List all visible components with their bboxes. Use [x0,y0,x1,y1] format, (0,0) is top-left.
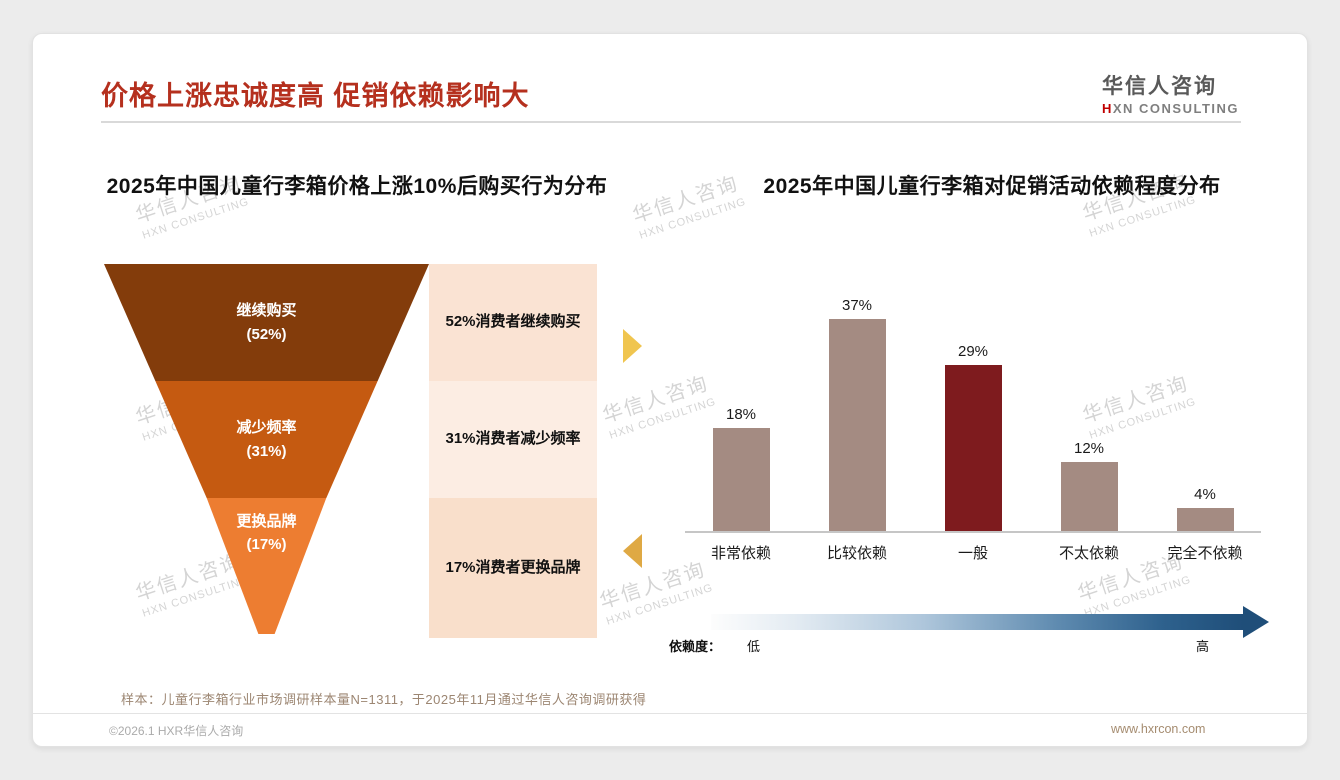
x-axis-label: 比较依赖 [826,545,887,562]
bar-value-label: 4% [1194,486,1216,503]
sample-note: 样本：儿童行李箱行业市场调研样本量N=1311，于2025年11月通过华信人咨询… [121,692,647,707]
slide-card: 华信人咨询 HXN CONSULTING 华信人咨询 HXN CONSULTING 华信… [32,33,1308,747]
x-axis-label: 非常依赖 [710,545,771,562]
x-axis-label: 完全不依赖 [1167,545,1243,562]
funnel-segment-label: 减少频率 [236,419,297,437]
funnel-segment-label: 继续购买 [236,302,297,320]
x-axis-label: 不太依赖 [1058,545,1119,562]
bar [1176,508,1234,531]
funnel-annotation: 17%消费者更换品牌 [429,498,597,638]
x-axis-label: 一般 [957,545,988,562]
brand-logo-en-rest: XN CONSULTING [1112,101,1239,116]
bar-value-label: 29% [957,343,989,360]
bar [1060,462,1118,531]
footer-copyright: ©2026.1 HXR华信人咨询 [109,724,244,738]
footer-divider [33,713,1307,714]
bar [712,428,770,531]
gradient-arrowhead-icon [1243,606,1269,638]
brand-logo-cn: 华信人咨询 [1101,75,1217,98]
brand-logo: 华信人咨询 HXN CONSULTING [1102,70,1239,116]
dependency-high-label: 高 [1196,639,1210,654]
arrow-right-icon [623,329,642,363]
bar-group: 4% [1147,486,1263,531]
bar-highlighted [944,365,1002,531]
gradient-bar [711,614,1243,630]
brand-logo-en: HXN CONSULTING [1102,101,1239,116]
funnel-chart: 继续购买 (52%) 减少频率 (31%) 更换品牌 (17%) [104,264,429,634]
funnel-segment-value: (52%) [246,325,287,343]
bar-group: 37% [799,297,915,531]
x-axis-labels: 非常依赖 比较依赖 一般 不太依赖 完全不依赖 [683,542,1263,563]
footer-website: www.hxrcon.com [1111,722,1206,736]
funnel-annotation-panel: 52%消费者继续购买 31%消费者减少频率 17%消费者更换品牌 [429,264,597,638]
funnel-annotation: 52%消费者继续购买 [429,264,597,381]
bar-chart: 18% 37% 29% 12% 4% [683,286,1263,531]
funnel-annotation: 31%消费者减少频率 [429,381,597,498]
funnel-segment-value: (31%) [246,442,287,460]
bar-value-label: 18% [725,406,757,423]
header-divider [101,121,1241,123]
bar-group: 12% [1031,440,1147,531]
dependency-gradient-arrow [711,606,1271,638]
brand-logo-h-accent: H [1101,101,1113,116]
dependency-low-label: 低 [747,639,761,654]
slide-content: 价格上涨忠诚度高 促销依赖影响大 华信人咨询 HXN CONSULTING 20… [33,34,1307,746]
funnel-chart-title: 2025年中国儿童行李箱价格上涨10%后购买行为分布 [106,175,608,198]
bar [828,319,886,531]
bar-chart-title: 2025年中国儿童行李箱对促销活动依赖程度分布 [763,175,1221,198]
funnel-segment-value: (17%) [246,536,287,554]
page-title: 价格上涨忠诚度高 促销依赖影响大 [101,81,530,111]
funnel-segment-continue: 继续购买 (52%) [104,264,429,381]
funnel-segment-label: 更换品牌 [236,513,297,530]
bar-value-label: 37% [841,297,873,314]
arrow-left-icon [623,534,642,568]
bar-group: 18% [683,406,799,531]
funnel-segment-reduce: 减少频率 (31%) [155,381,378,498]
funnel-segment-switch: 更换品牌 (17%) [206,498,327,634]
x-axis [685,531,1261,533]
bar-value-label: 12% [1073,440,1105,457]
dependency-axis-label: 依赖度： [669,639,722,654]
bar-group: 29% [915,343,1031,531]
